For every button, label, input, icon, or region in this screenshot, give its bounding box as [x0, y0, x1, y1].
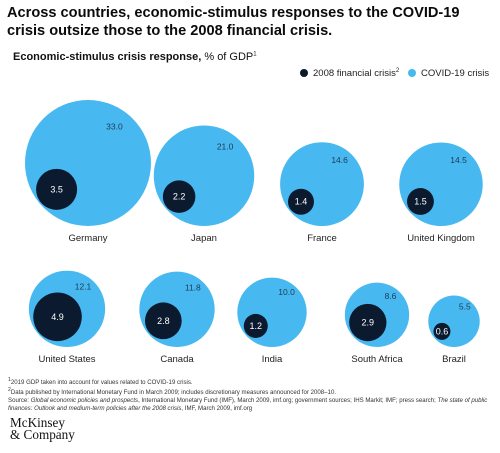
footnotes: 12019 GDP taken into account for values … [8, 377, 492, 413]
legend-item-covid: COVID-19 crisis [408, 68, 489, 79]
covid-value-united-states: 12.1 [75, 282, 92, 292]
country-label-united-states: United States [38, 354, 95, 365]
chart-subtitle: Economic-stimulus crisis response, % of … [13, 51, 257, 63]
footnote-2: 2Data published by International Monetar… [8, 387, 492, 397]
legend-swatch-covid [408, 69, 416, 77]
crisis-2008-value-united-kingdom: 1.5 [414, 196, 427, 206]
source-note: Source: Global economic policies and pro… [8, 397, 492, 413]
crisis-2008-bubble-japan [162, 180, 196, 213]
covid-value-south-africa: 8.6 [385, 291, 397, 301]
crisis-2008-value-japan: 2.2 [173, 192, 186, 202]
crisis-2008-bubble-france [288, 188, 314, 215]
covid-bubble-united-kingdom [399, 142, 483, 226]
bubble-chart: 3.5 33.0 Germany 2.2 21.0 Japan 1.4 14.6 France 1… [25, 100, 483, 365]
covid-bubble-france [280, 142, 364, 226]
legend-footnote-marker: 2 [395, 68, 400, 74]
covid-bubble-germany [25, 100, 151, 226]
covid-value-united-kingdom: 14.5 [450, 155, 467, 165]
logo-line-1: McKinsey [10, 415, 65, 430]
footnote-2-text: Data published by International Monetary… [10, 388, 337, 396]
subtitle-footnote-marker: 1 [253, 51, 257, 58]
mckinsey-logo: McKinsey & Company [10, 415, 75, 442]
crisis-2008-bubble-germany [36, 168, 78, 210]
covid-value-india: 10.0 [278, 287, 295, 297]
crisis-2008-value-india: 1.2 [250, 321, 263, 331]
legend-label-covid: COVID-19 crisis [421, 68, 490, 79]
crisis-2008-bubble-india [243, 313, 268, 338]
covid-bubble-japan [153, 125, 255, 226]
country-label-united-kingdom: United Kingdom [407, 233, 475, 244]
covid-value-canada: 11.8 [185, 282, 201, 292]
crisis-2008-value-germany: 3.5 [50, 184, 63, 194]
country-label-france: France [307, 233, 337, 244]
crisis-2008-bubble-canada [144, 302, 182, 340]
footnote-1-text: 2019 GDP taken into account for values r… [10, 379, 193, 387]
source-title-2: The state of public finances: Outlook an… [8, 396, 488, 412]
country-label-canada: Canada [160, 354, 194, 365]
crisis-2008-value-south-africa: 2.9 [362, 318, 375, 328]
covid-bubble-brazil [428, 295, 480, 347]
source-end: , IMF, March 2009, imf.org [181, 404, 253, 412]
subtitle-unit: % of GDP [201, 51, 254, 63]
crisis-2008-bubble-brazil [433, 322, 451, 340]
covid-value-france: 14.6 [331, 155, 348, 165]
legend-swatch-2008 [300, 69, 308, 78]
crisis-2008-value-canada: 2.8 [157, 316, 170, 326]
source-title-1: Global economic policies and prospects [30, 396, 139, 404]
country-label-south-africa: South Africa [351, 354, 403, 365]
covid-value-japan: 21.0 [217, 142, 234, 152]
crisis-2008-value-united-states: 4.9 [51, 312, 64, 322]
source-prefix: Source: [8, 396, 31, 404]
crisis-2008-bubble-united-states [33, 292, 82, 342]
chart-title: Across countries, economic-stimulus resp… [7, 5, 460, 39]
covid-bubble-india [237, 277, 307, 347]
logo-line-2: & Company [10, 427, 75, 442]
crisis-2008-bubble-south-africa [349, 303, 387, 342]
covid-value-brazil: 5.5 [459, 301, 471, 311]
country-label-brazil: Brazil [442, 354, 466, 365]
footnote-1: 12019 GDP taken into account for values … [8, 377, 492, 387]
legend: 2008 financial crisis2 COVID-19 crisis [300, 68, 496, 82]
legend-label-2008: 2008 financial crisis [313, 68, 396, 80]
footnote-2-marker: 2 [8, 386, 11, 393]
country-label-japan: Japan [191, 233, 217, 244]
legend-item-2008: 2008 financial crisis2 [300, 68, 399, 79]
country-label-germany: Germany [68, 233, 107, 244]
subtitle-text: Economic-stimulus crisis response, [13, 51, 202, 63]
footnote-1-marker: 1 [8, 377, 11, 383]
country-label-india: India [262, 354, 283, 365]
covid-value-germany: 33.0 [106, 121, 123, 131]
crisis-2008-bubble-united-kingdom [407, 188, 434, 215]
crisis-2008-value-france: 1.4 [295, 197, 308, 207]
crisis-2008-value-brazil: 0.6 [436, 326, 449, 336]
source-mid: , International Monetary Fund (IMF), Mar… [138, 396, 438, 404]
